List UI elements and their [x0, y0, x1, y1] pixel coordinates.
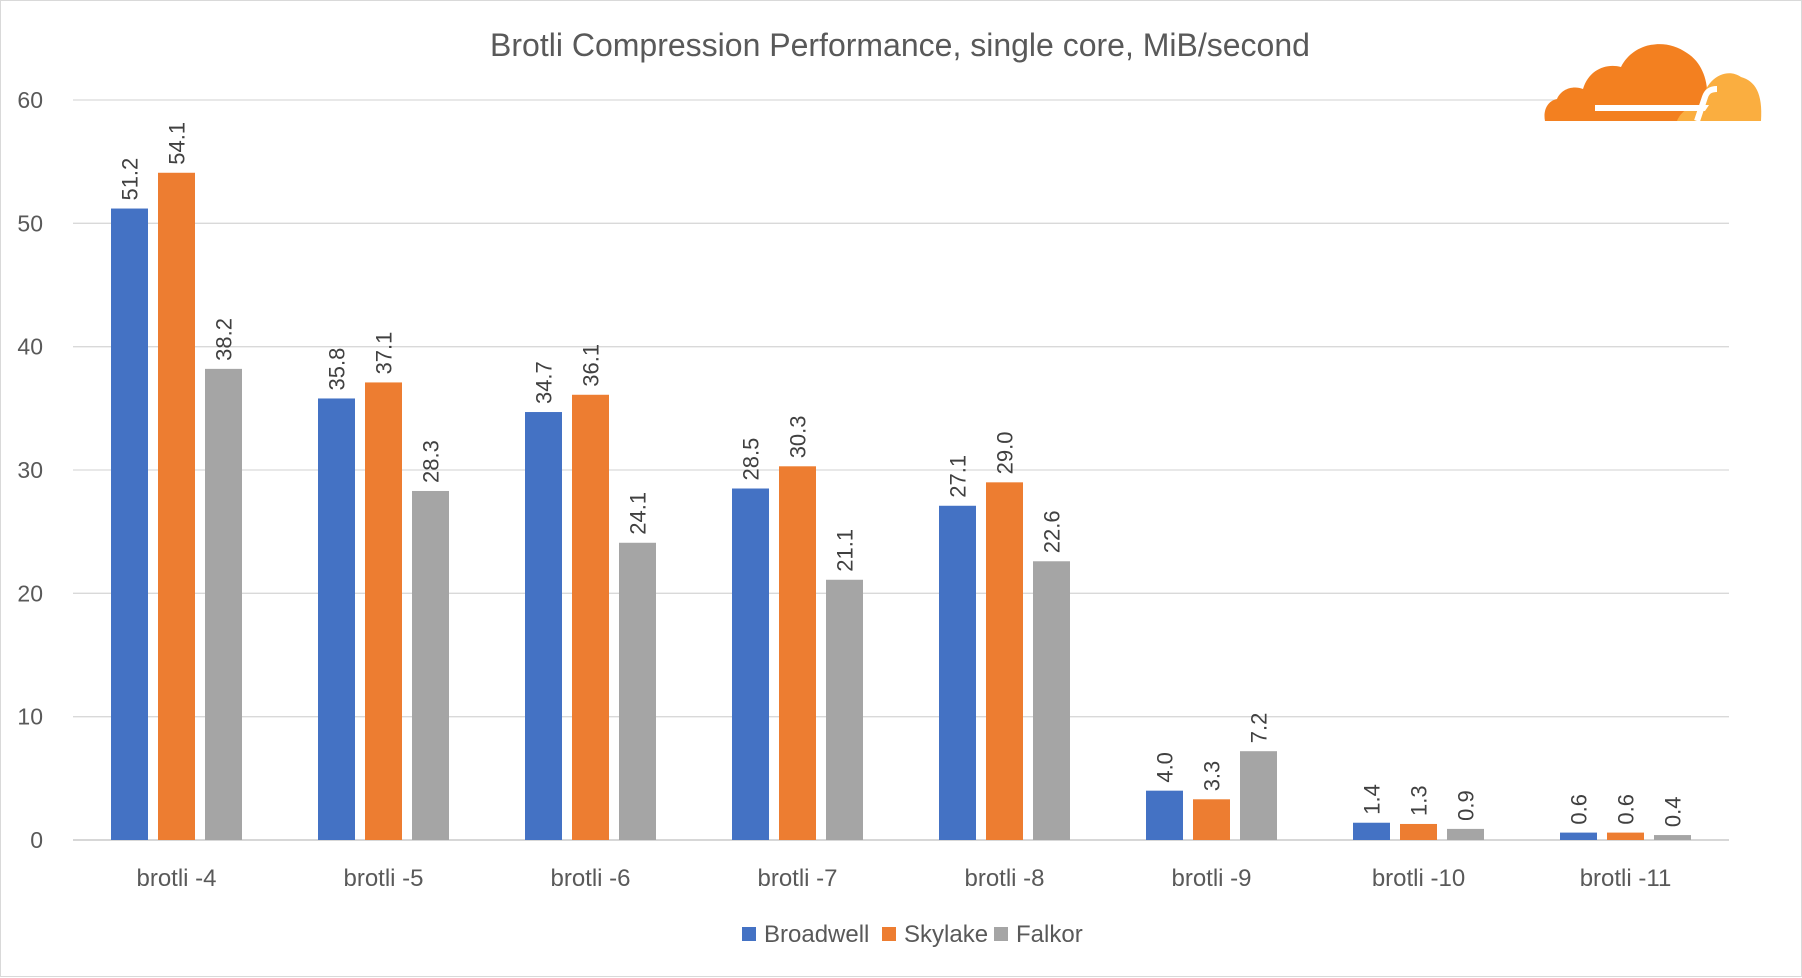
bar-skylake: [1607, 832, 1644, 840]
bar-falkor: [1447, 828, 1484, 840]
x-category-label: brotli -10: [1372, 865, 1465, 892]
data-label: 36.1: [579, 344, 604, 387]
cloud-logo-icon: [1544, 44, 1762, 122]
data-label: 28.3: [419, 440, 444, 483]
bar-falkor: [619, 542, 656, 840]
y-tick-label: 20: [17, 580, 43, 606]
y-tick-label: 0: [30, 827, 43, 853]
data-labels: 51.2 54.1 38.2 35.8 37.1 28.3 34.7 36.1 24.1 28.5…: [118, 122, 1686, 827]
data-label: 1.4: [1360, 784, 1385, 815]
y-tick-label: 50: [17, 210, 43, 236]
bar-falkor: [1240, 751, 1277, 840]
bar-falkor: [826, 579, 863, 840]
data-label: 35.8: [325, 348, 350, 391]
data-label: 34.7: [532, 361, 557, 404]
bars: [111, 172, 1691, 841]
data-label: 54.1: [165, 122, 190, 165]
bar-broadwell: [1353, 822, 1390, 840]
bar-skylake: [158, 172, 195, 840]
data-label: 38.2: [212, 318, 237, 361]
data-label: 21.1: [833, 529, 858, 572]
y-tick-label: 30: [17, 457, 43, 483]
data-label: 28.5: [739, 438, 764, 481]
y-tick-label: 40: [17, 334, 43, 360]
data-label: 7.2: [1247, 713, 1272, 744]
bar-falkor: [1033, 561, 1070, 840]
bar-falkor: [205, 368, 242, 840]
x-category-label: brotli -4: [136, 865, 216, 892]
data-label: 0.4: [1661, 796, 1686, 827]
bar-skylake: [1193, 799, 1230, 840]
data-label: 37.1: [372, 332, 397, 375]
bar-skylake: [1400, 823, 1437, 840]
bar-falkor: [412, 490, 449, 840]
y-axis-ticks: 0 10 20 30 40 50 60: [17, 87, 43, 853]
bar-falkor: [1654, 835, 1691, 840]
legend-label: Skylake: [904, 921, 988, 948]
x-axis-categories: brotli -4 brotli -5 brotli -6 brotli -7 brot…: [136, 865, 1671, 892]
legend-swatch: [742, 927, 756, 941]
data-label: 3.3: [1200, 761, 1225, 792]
bar-broadwell: [939, 505, 976, 840]
data-label: 4.0: [1153, 752, 1178, 783]
legend-label: Falkor: [1016, 921, 1083, 948]
data-label: 30.3: [786, 415, 811, 458]
bar-skylake: [572, 394, 609, 840]
bar-broadwell: [111, 208, 148, 841]
data-label: 27.1: [946, 455, 971, 498]
bar-skylake: [779, 466, 816, 840]
chart-title: Brotli Compression Performance, single c…: [490, 27, 1310, 63]
bar-skylake: [365, 382, 402, 840]
bar-broadwell: [525, 412, 562, 840]
x-category-label: brotli -6: [550, 865, 630, 892]
bar-skylake: [986, 482, 1023, 840]
x-category-label: brotli -8: [964, 865, 1044, 892]
legend: Broadwell Skylake Falkor: [742, 921, 1083, 948]
legend-item-falkor: Falkor: [994, 921, 1083, 948]
data-label: 0.6: [1567, 794, 1592, 825]
data-label: 22.6: [1040, 510, 1065, 553]
data-label: 29.0: [993, 432, 1018, 475]
bar-broadwell: [732, 488, 769, 840]
bar-broadwell: [1560, 832, 1597, 840]
bar-broadwell: [1146, 790, 1183, 840]
bar-broadwell: [318, 398, 355, 840]
x-category-label: brotli -5: [343, 865, 423, 892]
legend-swatch: [994, 927, 1008, 941]
data-label: 24.1: [626, 492, 651, 535]
data-label: 0.9: [1454, 790, 1479, 821]
y-tick-label: 60: [17, 87, 43, 113]
x-category-label: brotli -9: [1171, 865, 1251, 892]
data-label: 1.3: [1407, 785, 1432, 816]
data-label: 51.2: [118, 158, 143, 201]
x-category-label: brotli -7: [757, 865, 837, 892]
data-label: 0.6: [1614, 794, 1639, 825]
x-category-label: brotli -11: [1580, 865, 1672, 892]
legend-swatch: [882, 927, 896, 941]
y-tick-label: 10: [17, 704, 43, 730]
legend-item-skylake: Skylake: [882, 921, 988, 948]
legend-item-broadwell: Broadwell: [742, 921, 869, 948]
legend-label: Broadwell: [764, 921, 869, 948]
